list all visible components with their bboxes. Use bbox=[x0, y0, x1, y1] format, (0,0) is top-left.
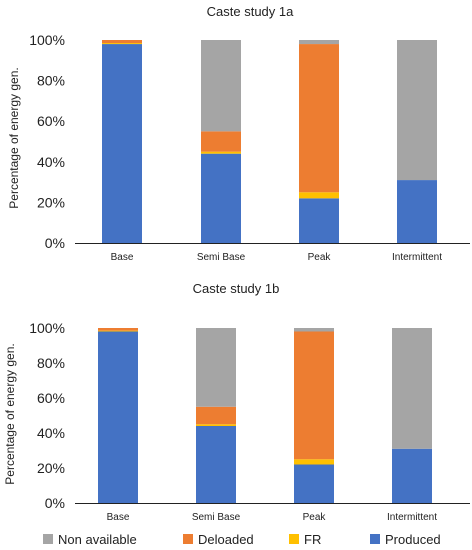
bar-segment-fr-semi-base bbox=[196, 424, 236, 426]
bar-segment-non-available-peak bbox=[294, 328, 334, 332]
bar-segment-non-available-intermittent bbox=[392, 328, 432, 449]
legend-label: FR bbox=[304, 532, 321, 547]
y-tick-label: 60% bbox=[37, 113, 65, 129]
y-tick-label: 80% bbox=[37, 355, 65, 371]
y-tick-label: 100% bbox=[29, 320, 65, 336]
x-tick-label: Intermittent bbox=[392, 252, 442, 263]
y-tick-label: 0% bbox=[45, 235, 65, 251]
y-tick-label: 20% bbox=[37, 194, 65, 210]
x-tick-label: Base bbox=[111, 252, 134, 263]
bar-segment-fr-peak bbox=[294, 459, 334, 465]
bar-segment-produced-intermittent bbox=[392, 448, 432, 503]
bar-segment-fr-peak bbox=[299, 192, 339, 199]
bar-segment-deloaded-semi-base bbox=[196, 406, 236, 425]
bar-segment-non-available-peak bbox=[299, 40, 339, 45]
x-axis-ticks: Base Semi Base Peak Intermittent bbox=[107, 512, 438, 523]
bar-segment-deloaded-peak bbox=[294, 331, 334, 460]
y-axis-ticks: 0% 20% 40% 60% 80% 100% bbox=[29, 32, 65, 251]
bar-segment-deloaded-peak bbox=[299, 44, 339, 193]
bar-group bbox=[98, 328, 432, 503]
bar-segment-produced-base bbox=[102, 44, 142, 244]
x-tick-label: Base bbox=[107, 512, 130, 523]
x-tick-label: Peak bbox=[303, 512, 327, 523]
chart-title: Caste study 1b bbox=[193, 281, 280, 296]
legend-label: Deloaded bbox=[198, 532, 254, 547]
bar-segment-deloaded-base bbox=[98, 328, 138, 331]
bar-segment-fr-base bbox=[102, 43, 142, 45]
y-tick-label: 100% bbox=[29, 32, 65, 48]
bar-segment-deloaded-semi-base bbox=[201, 131, 241, 152]
chart-case-study-1a: Caste study 1a Percentage of energy gen.… bbox=[7, 4, 470, 263]
y-tick-label: 20% bbox=[37, 460, 65, 476]
legend-label: Non available bbox=[58, 532, 137, 547]
x-tick-label: Intermittent bbox=[387, 512, 437, 523]
y-axis-label: Percentage of energy gen. bbox=[7, 67, 21, 208]
bar-segment-deloaded-base bbox=[102, 40, 142, 44]
bar-segment-non-available-semi-base bbox=[196, 328, 236, 407]
legend-item-produced: Produced bbox=[370, 532, 441, 547]
y-axis-ticks: 0% 20% 40% 60% 80% 100% bbox=[29, 320, 65, 511]
bar-segment-produced-base bbox=[98, 331, 138, 503]
legend-label: Produced bbox=[385, 532, 441, 547]
y-tick-label: 60% bbox=[37, 390, 65, 406]
legend-item-non-available: Non available bbox=[43, 532, 137, 547]
x-tick-label: Peak bbox=[308, 252, 332, 263]
legend: Non available Deloaded FR Produced bbox=[43, 532, 441, 547]
bar-segment-fr-base bbox=[98, 330, 138, 332]
bar-segment-non-available-semi-base bbox=[201, 40, 241, 132]
bar-segment-produced-peak bbox=[299, 198, 339, 243]
chart-case-study-1b: Caste study 1b Percentage of energy gen.… bbox=[3, 281, 470, 523]
legend-swatch bbox=[289, 534, 299, 544]
legend-swatch bbox=[370, 534, 380, 544]
y-tick-label: 40% bbox=[37, 154, 65, 170]
bar-segment-produced-semi-base bbox=[201, 153, 241, 243]
legend-item-deloaded: Deloaded bbox=[183, 532, 254, 547]
legend-swatch bbox=[183, 534, 193, 544]
y-tick-label: 40% bbox=[37, 425, 65, 441]
x-tick-label: Semi Base bbox=[197, 252, 246, 263]
x-tick-label: Semi Base bbox=[192, 512, 241, 523]
bar-segment-produced-semi-base bbox=[196, 426, 236, 503]
bar-segment-fr-semi-base bbox=[201, 151, 241, 154]
bar-segment-non-available-intermittent bbox=[397, 40, 437, 181]
bar-segment-produced-intermittent bbox=[397, 180, 437, 243]
x-axis-ticks: Base Semi Base Peak Intermittent bbox=[111, 252, 443, 263]
y-tick-label: 0% bbox=[45, 495, 65, 511]
bar-segment-produced-peak bbox=[294, 464, 334, 503]
y-tick-label: 80% bbox=[37, 73, 65, 89]
legend-item-fr: FR bbox=[289, 532, 321, 547]
y-axis-label: Percentage of energy gen. bbox=[3, 343, 17, 484]
legend-swatch bbox=[43, 534, 53, 544]
bar-group bbox=[102, 40, 437, 244]
chart-title: Caste study 1a bbox=[207, 4, 294, 19]
